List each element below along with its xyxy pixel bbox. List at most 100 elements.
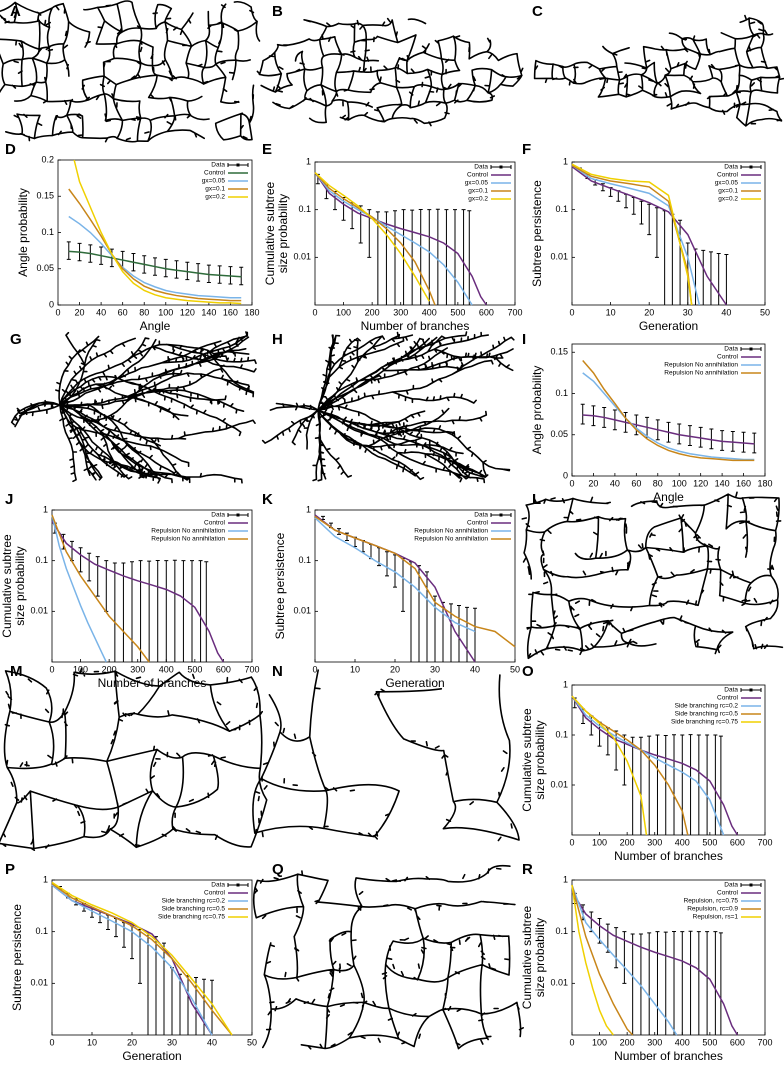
x-tick-label: 700 [757, 1037, 772, 1047]
branch-network [261, 331, 515, 484]
series-line [51, 514, 150, 663]
legend-swatch [749, 347, 753, 351]
y-axis-label: Angle probability [530, 366, 544, 455]
x-tick-label: 40 [610, 478, 620, 488]
legend-label: Repulsion No annihilation [664, 362, 738, 369]
x-tick-label: 600 [730, 1037, 745, 1047]
error-bar [384, 211, 389, 305]
series-line [571, 166, 728, 306]
error-bar [630, 933, 635, 1035]
error-bar [698, 426, 703, 448]
panel-label: M [10, 663, 23, 680]
x-tick-label: 40 [207, 1037, 217, 1047]
series-line [582, 360, 755, 462]
error-bar [614, 730, 619, 771]
plot-frame [314, 509, 516, 663]
error-bar [741, 431, 746, 453]
legend-label: Control [717, 354, 739, 361]
error-bar [713, 931, 718, 1035]
x-tick-label: 10 [350, 664, 360, 674]
x-tick-label: 60 [631, 478, 641, 488]
error-bar [186, 975, 190, 1035]
y-tick-label: 0.01 [293, 606, 311, 616]
x-tick-label: 0 [49, 1037, 54, 1047]
x-tick-label: 30 [430, 664, 440, 674]
legend-label: Control [717, 890, 739, 897]
series-line [51, 883, 233, 1036]
y-tick-label: 0.01 [550, 978, 568, 988]
x-tick-label: 40 [470, 664, 480, 674]
panel-label: K [262, 491, 273, 508]
branch-network [252, 669, 520, 842]
error-bar [724, 253, 729, 305]
legend-label: Side branching rc=0.75 [671, 719, 738, 726]
x-tick-label: 400 [675, 837, 690, 847]
error-bar [687, 425, 692, 446]
x-tick-label: 300 [393, 307, 408, 317]
error-bar [401, 558, 405, 612]
error-bar [172, 559, 177, 662]
x-tick-label: 0 [55, 307, 60, 317]
legend-label: Control [467, 172, 489, 179]
legend-label: Data [211, 162, 225, 169]
error-bar [146, 932, 150, 1035]
error-bar [409, 561, 413, 662]
branch-network [252, 864, 524, 1050]
error-bar [662, 210, 667, 305]
series-line [571, 884, 614, 1036]
legend-swatch [236, 163, 240, 167]
y-tick-label: 0.1 [298, 555, 311, 565]
error-bar [709, 428, 714, 450]
legend-label: gx=0.05 [202, 178, 226, 185]
legend-swatch [499, 513, 503, 517]
error-bar [638, 933, 643, 1035]
x-tick-label: 0 [569, 478, 574, 488]
x-tick-label: 180 [757, 478, 772, 488]
series-line [571, 695, 739, 836]
y-tick-label: 1 [43, 874, 48, 884]
plot-frame [571, 684, 766, 836]
y-tick-label: 0.1 [555, 204, 568, 214]
legend-label: Control [717, 172, 739, 179]
x-tick-label: 40 [721, 307, 731, 317]
branch-network [0, 0, 261, 143]
legend-label: Data [474, 164, 488, 171]
error-bar [444, 209, 449, 305]
x-tick-label: 500 [187, 664, 202, 674]
error-bar [718, 735, 723, 835]
error-bar [457, 605, 461, 662]
y-axis-label: Cumulative subtree [520, 905, 534, 1009]
error-bar [170, 967, 174, 1035]
x-tick-label: 0 [569, 837, 574, 847]
legend-label: Data [724, 346, 738, 353]
x-axis-label: Angle [140, 319, 171, 333]
y-tick-label: 0.01 [30, 606, 48, 616]
y-axis-label: size probability [276, 194, 290, 273]
error-bar [670, 213, 675, 305]
y-tick-label: 0.1 [555, 388, 568, 398]
panel-label: Q [272, 861, 284, 878]
series-line [571, 891, 739, 1036]
x-tick-label: 200 [365, 307, 380, 317]
error-bar [190, 560, 194, 662]
x-tick-label: 600 [216, 664, 231, 674]
y-tick-label: 0.1 [555, 729, 568, 739]
error-bar [672, 930, 677, 1035]
x-tick-label: 60 [118, 307, 128, 317]
error-bar [435, 208, 440, 305]
legend-label: Data [724, 882, 738, 889]
legend-label: Repulsion No annihilation [151, 536, 225, 543]
x-tick-label: 600 [479, 307, 494, 317]
x-tick-label: 20 [588, 478, 598, 488]
x-tick-label: 100 [73, 664, 88, 674]
legend-label: Repulsion, rs=1 [693, 914, 739, 921]
error-bar [705, 931, 710, 1035]
x-axis-label: Generation [122, 1049, 181, 1063]
error-bar [385, 551, 389, 577]
error-bar [461, 209, 466, 305]
legend-label: Repulsion No annihilation [151, 528, 225, 535]
panel-label: H [272, 331, 283, 348]
legend-swatch [499, 165, 503, 169]
error-bar [181, 560, 186, 662]
error-bar [680, 734, 685, 835]
